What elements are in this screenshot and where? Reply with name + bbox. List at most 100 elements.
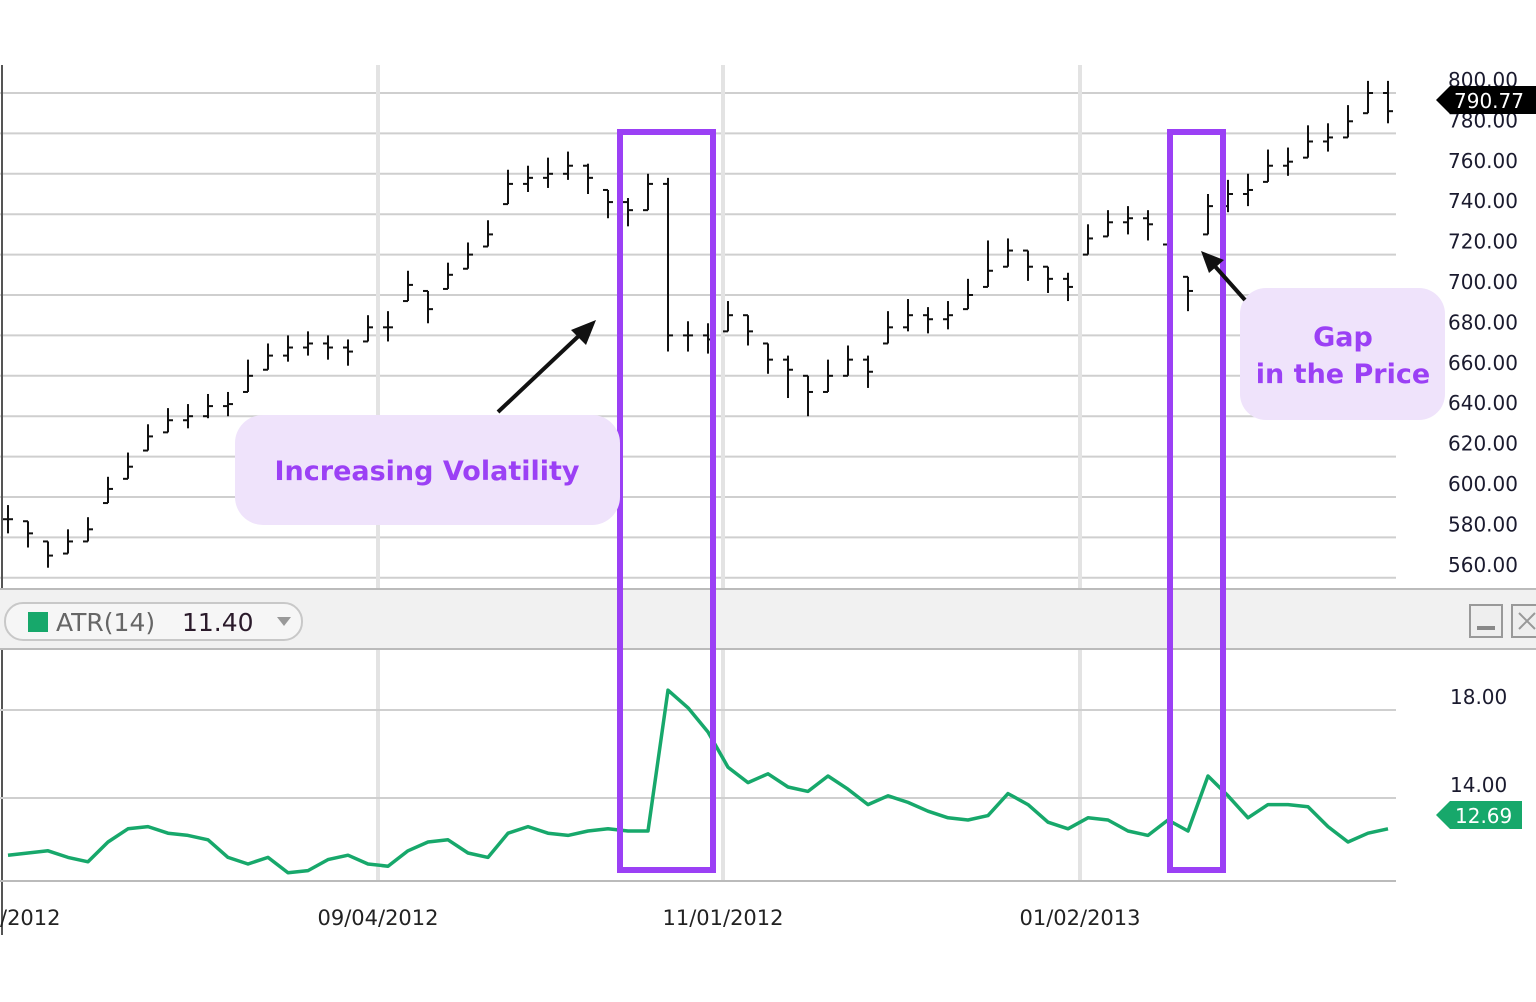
x-tick-label: 09/04/2012 [317,906,438,930]
price-bar [1183,275,1193,312]
price-bar [883,311,893,345]
price-bar [1043,265,1053,293]
price-bars [3,80,1393,568]
price-tick-label: 640.00 [1448,391,1518,415]
price-bar [943,301,953,330]
arrow-head-icon [1201,251,1224,273]
callout-text: Increasing Volatility [274,456,579,487]
price-bar [563,151,573,180]
price-bar [1303,125,1313,159]
price-bar [923,307,933,334]
price-tick-label: 760.00 [1448,149,1518,173]
price-bar [683,321,693,352]
price-bar [583,163,593,194]
price-bar [763,342,773,374]
price-bar [483,220,493,248]
price-tick-label: 780.00 [1448,108,1518,132]
gap-highlight-box [1167,129,1226,873]
price-gridlines [0,92,1396,579]
price-tick-label: 700.00 [1448,270,1518,294]
x-tick-label: 01/02/2013 [1019,906,1140,930]
price-bar [663,177,673,352]
x-tick-label: /2012 [0,906,61,930]
arrow-head-icon [571,320,596,345]
price-bar [63,529,73,555]
price-tick-label: 720.00 [1448,230,1518,254]
atr-color-swatch [28,612,48,632]
price-bar [463,242,473,270]
price-bar [1083,224,1093,256]
last-atr-value: 12.69 [1455,804,1512,828]
price-bar [123,452,133,480]
last-atr-badge: 12.69 [1436,801,1522,829]
volatility-arrow [496,320,596,414]
price-bar [1283,147,1293,176]
price-bar [743,314,753,346]
price-bar [543,157,553,188]
atr-gridlines [0,709,1396,799]
price-bar [843,345,853,377]
x-tick-label: 11/01/2012 [662,906,783,930]
price-bar [263,343,273,371]
gap-callout: Gap in the Price [1240,288,1445,420]
close-icon [1518,612,1536,630]
price-bar [403,270,413,303]
last-price-badge: 790.77 [1436,86,1536,114]
price-bar [1343,105,1353,139]
price-bar [43,540,53,568]
price-bar [143,424,153,452]
price-bar [83,517,93,543]
price-bar [1203,194,1213,236]
price-bar [3,505,13,534]
price-axis-labels: 560.00 580.00 600.00 620.00 640.00 660.00 680.… [1448,68,1518,577]
price-bar [303,331,313,356]
minimize-icon [1477,626,1495,630]
close-button[interactable] [1511,604,1536,638]
price-tick-label: 620.00 [1448,432,1518,456]
price-bar [163,408,173,434]
price-bar [183,404,193,429]
price-bar [383,311,393,342]
price-bar [343,339,353,366]
indicator-header: ATR(14) 11.40 [0,588,1536,650]
price-bar [243,359,253,393]
price-bar [503,169,513,206]
price-bar [723,301,733,333]
price-bar [1063,272,1073,302]
price-tick-label: 680.00 [1448,310,1518,334]
price-bar [803,374,813,417]
price-bar [443,262,453,290]
price-bar [643,173,653,212]
price-bar [1323,123,1333,152]
increasing-volatility-callout: Increasing Volatility [235,415,620,525]
price-bar [1023,249,1033,281]
price-bar [423,289,433,324]
price-bar [23,520,33,548]
chevron-down-icon[interactable] [277,617,291,626]
price-bar [1123,206,1133,235]
price-bar [623,198,633,227]
atr-indicator-selector[interactable]: ATR(14) 11.40 [4,602,303,641]
callout-text-line2: in the Price [1256,359,1430,390]
atr-label: ATR(14) [56,608,155,637]
price-tick-label: 560.00 [1448,553,1518,577]
price-tick-label: 600.00 [1448,472,1518,496]
atr-line [7,688,1389,875]
price-bar [1003,238,1013,268]
price-bar [323,335,333,360]
price-bar [223,391,233,417]
volatility-highlight-box [617,129,716,873]
atr-current-value: 11.40 [182,608,254,637]
price-bar [1243,173,1253,207]
price-bar [603,188,613,219]
price-bar [823,359,833,393]
price-bar [963,278,973,311]
price-bar [103,476,113,505]
callout-text-line1: Gap [1313,322,1373,353]
price-bar [1103,210,1113,238]
minimize-button[interactable] [1469,604,1503,638]
price-bar [1143,210,1153,241]
price-bar [203,393,213,419]
price-tick-label: 660.00 [1448,351,1518,375]
price-bar [283,335,293,362]
